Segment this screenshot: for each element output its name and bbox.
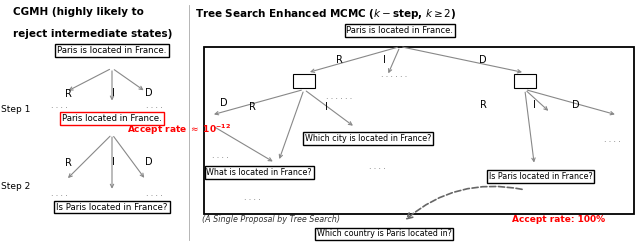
Text: Is Paris located in France?: Is Paris located in France? <box>489 172 593 181</box>
Text: . . . .: . . . . <box>146 189 163 198</box>
Text: Paris located in France.: Paris located in France. <box>62 114 162 123</box>
FancyBboxPatch shape <box>514 74 536 88</box>
Text: Step 2: Step 2 <box>1 182 31 191</box>
Text: Which country is Paris located in?: Which country is Paris located in? <box>317 230 451 238</box>
Text: I: I <box>325 102 328 111</box>
Text: . . . .: . . . . <box>369 162 386 171</box>
Text: Accept rate: 100%: Accept rate: 100% <box>512 215 605 224</box>
FancyBboxPatch shape <box>293 74 315 88</box>
Text: R: R <box>250 102 256 111</box>
Text: D: D <box>479 55 487 65</box>
Text: . . . .: . . . . <box>146 101 163 110</box>
Text: D: D <box>145 157 153 167</box>
Text: CGMH (highly likely to: CGMH (highly likely to <box>13 7 143 17</box>
Text: D: D <box>572 100 580 110</box>
Text: I: I <box>113 157 115 167</box>
Text: Step 1: Step 1 <box>1 105 31 113</box>
Text: . . . .: . . . . <box>51 189 67 198</box>
Text: R: R <box>65 158 72 168</box>
Text: . . . .: . . . . <box>244 193 261 202</box>
Text: What is located in France?: What is located in France? <box>206 168 312 177</box>
Text: Tree Search Enhanced MCMC ($k-$step, $k\geq2$): Tree Search Enhanced MCMC ($k-$step, $k\… <box>195 7 457 21</box>
Text: Is Paris located in France?: Is Paris located in France? <box>56 203 168 211</box>
Text: Accept rate $\approx$ $\mathbf{10^{-12}}$: Accept rate $\approx$ $\mathbf{10^{-12}}… <box>127 123 231 137</box>
Text: I: I <box>383 55 385 65</box>
Text: . . . .: . . . . <box>604 135 621 144</box>
Text: . . . .: . . . . <box>51 101 67 110</box>
Text: . . . .: . . . . <box>212 151 229 160</box>
Text: reject intermediate states): reject intermediate states) <box>13 29 172 39</box>
Text: R: R <box>65 89 72 99</box>
Text: Which city is located in France?: Which city is located in France? <box>305 134 431 143</box>
Text: Paris is located in France.: Paris is located in France. <box>58 46 166 55</box>
Text: I: I <box>533 100 536 110</box>
Text: I: I <box>113 88 115 98</box>
Text: (A Single Proposal by Tree Search): (A Single Proposal by Tree Search) <box>202 215 340 224</box>
Text: R: R <box>336 55 342 65</box>
Text: D: D <box>145 88 153 98</box>
Text: . . . . . .: . . . . . . <box>326 92 352 101</box>
Text: R: R <box>480 100 486 110</box>
Bar <box>204 47 634 214</box>
Text: Paris is located in France.: Paris is located in France. <box>346 26 454 35</box>
Text: D: D <box>220 98 228 108</box>
Text: . . . . . .: . . . . . . <box>381 70 406 79</box>
